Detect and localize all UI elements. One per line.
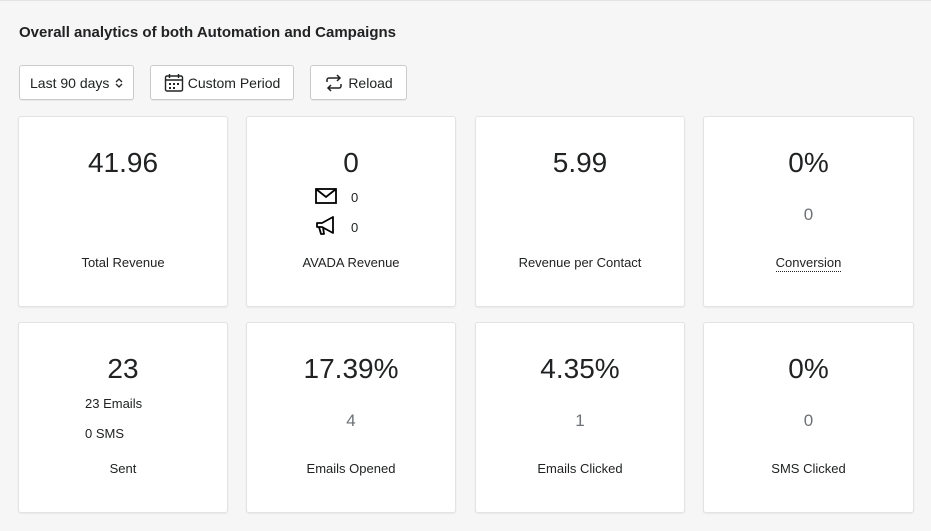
custom-period-button[interactable]: Custom Period [150, 65, 294, 100]
emails-opened-count: 4 [346, 411, 356, 430]
sent-sms-count: 0 SMS [85, 426, 125, 441]
campaign-revenue-row: 0 [315, 215, 359, 239]
emails-clicked-value: 4.35% [540, 353, 620, 384]
emails-clicked-label: Emails Clicked [537, 461, 623, 476]
select-arrows-icon [115, 77, 123, 89]
period-select[interactable]: Last 90 days [19, 65, 134, 100]
revenue-per-contact-value: 5.99 [552, 147, 608, 178]
emails-opened-label: Emails Opened [306, 461, 396, 476]
envelope-icon [315, 187, 337, 207]
sent-value: 23 [107, 353, 139, 384]
calendar-icon [164, 73, 184, 93]
reload-icon [324, 73, 344, 93]
revenue-per-contact-card: 5.99 Revenue per Contact [475, 116, 685, 307]
total-revenue-card: 41.96 Total Revenue [18, 116, 228, 307]
campaign-revenue-value: 0 [351, 219, 359, 235]
conversion-label[interactable]: Conversion [775, 255, 842, 272]
conversion-value: 0% [788, 147, 829, 178]
avada-revenue-card: 0 0 0 AVADA Revenue [246, 116, 456, 307]
reload-label: Reload [348, 74, 393, 91]
emails-opened-value: 17.39% [303, 353, 399, 384]
sms-clicked-count: 0 [803, 411, 814, 430]
sent-emails-count: 23 Emails [85, 396, 143, 411]
conversion-card: 0% 0 Conversion [703, 116, 914, 307]
avada-revenue-label: AVADA Revenue [302, 255, 400, 270]
emails-clicked-count: 1 [575, 411, 585, 430]
email-revenue-value: 0 [351, 189, 359, 205]
reload-button[interactable]: Reload [310, 65, 407, 100]
total-revenue-value: 41.96 [87, 147, 159, 178]
sms-clicked-card: 0% 0 SMS Clicked [703, 322, 914, 513]
conversion-label-wrap: Conversion [704, 255, 913, 272]
avada-revenue-value: 0 [343, 147, 359, 178]
period-select-label: Last 90 days [30, 74, 110, 91]
section-title: Overall analytics of both Automation and… [19, 24, 396, 41]
sms-clicked-label: SMS Clicked [771, 461, 846, 476]
email-revenue-row: 0 [315, 187, 358, 207]
total-revenue-label: Total Revenue [81, 255, 165, 270]
emails-opened-card: 17.39% 4 Emails Opened [246, 322, 456, 513]
sms-clicked-value: 0% [788, 353, 829, 384]
conversion-sub-value: 0 [803, 205, 814, 224]
emails-clicked-card: 4.35% 1 Emails Clicked [475, 322, 685, 513]
revenue-per-contact-label: Revenue per Contact [518, 255, 642, 270]
sent-card: 23 23 Emails 0 SMS Sent [18, 322, 228, 513]
megaphone-icon [315, 215, 337, 239]
sent-label: Sent [109, 461, 137, 476]
top-divider [0, 0, 931, 1]
custom-period-label: Custom Period [187, 74, 281, 91]
